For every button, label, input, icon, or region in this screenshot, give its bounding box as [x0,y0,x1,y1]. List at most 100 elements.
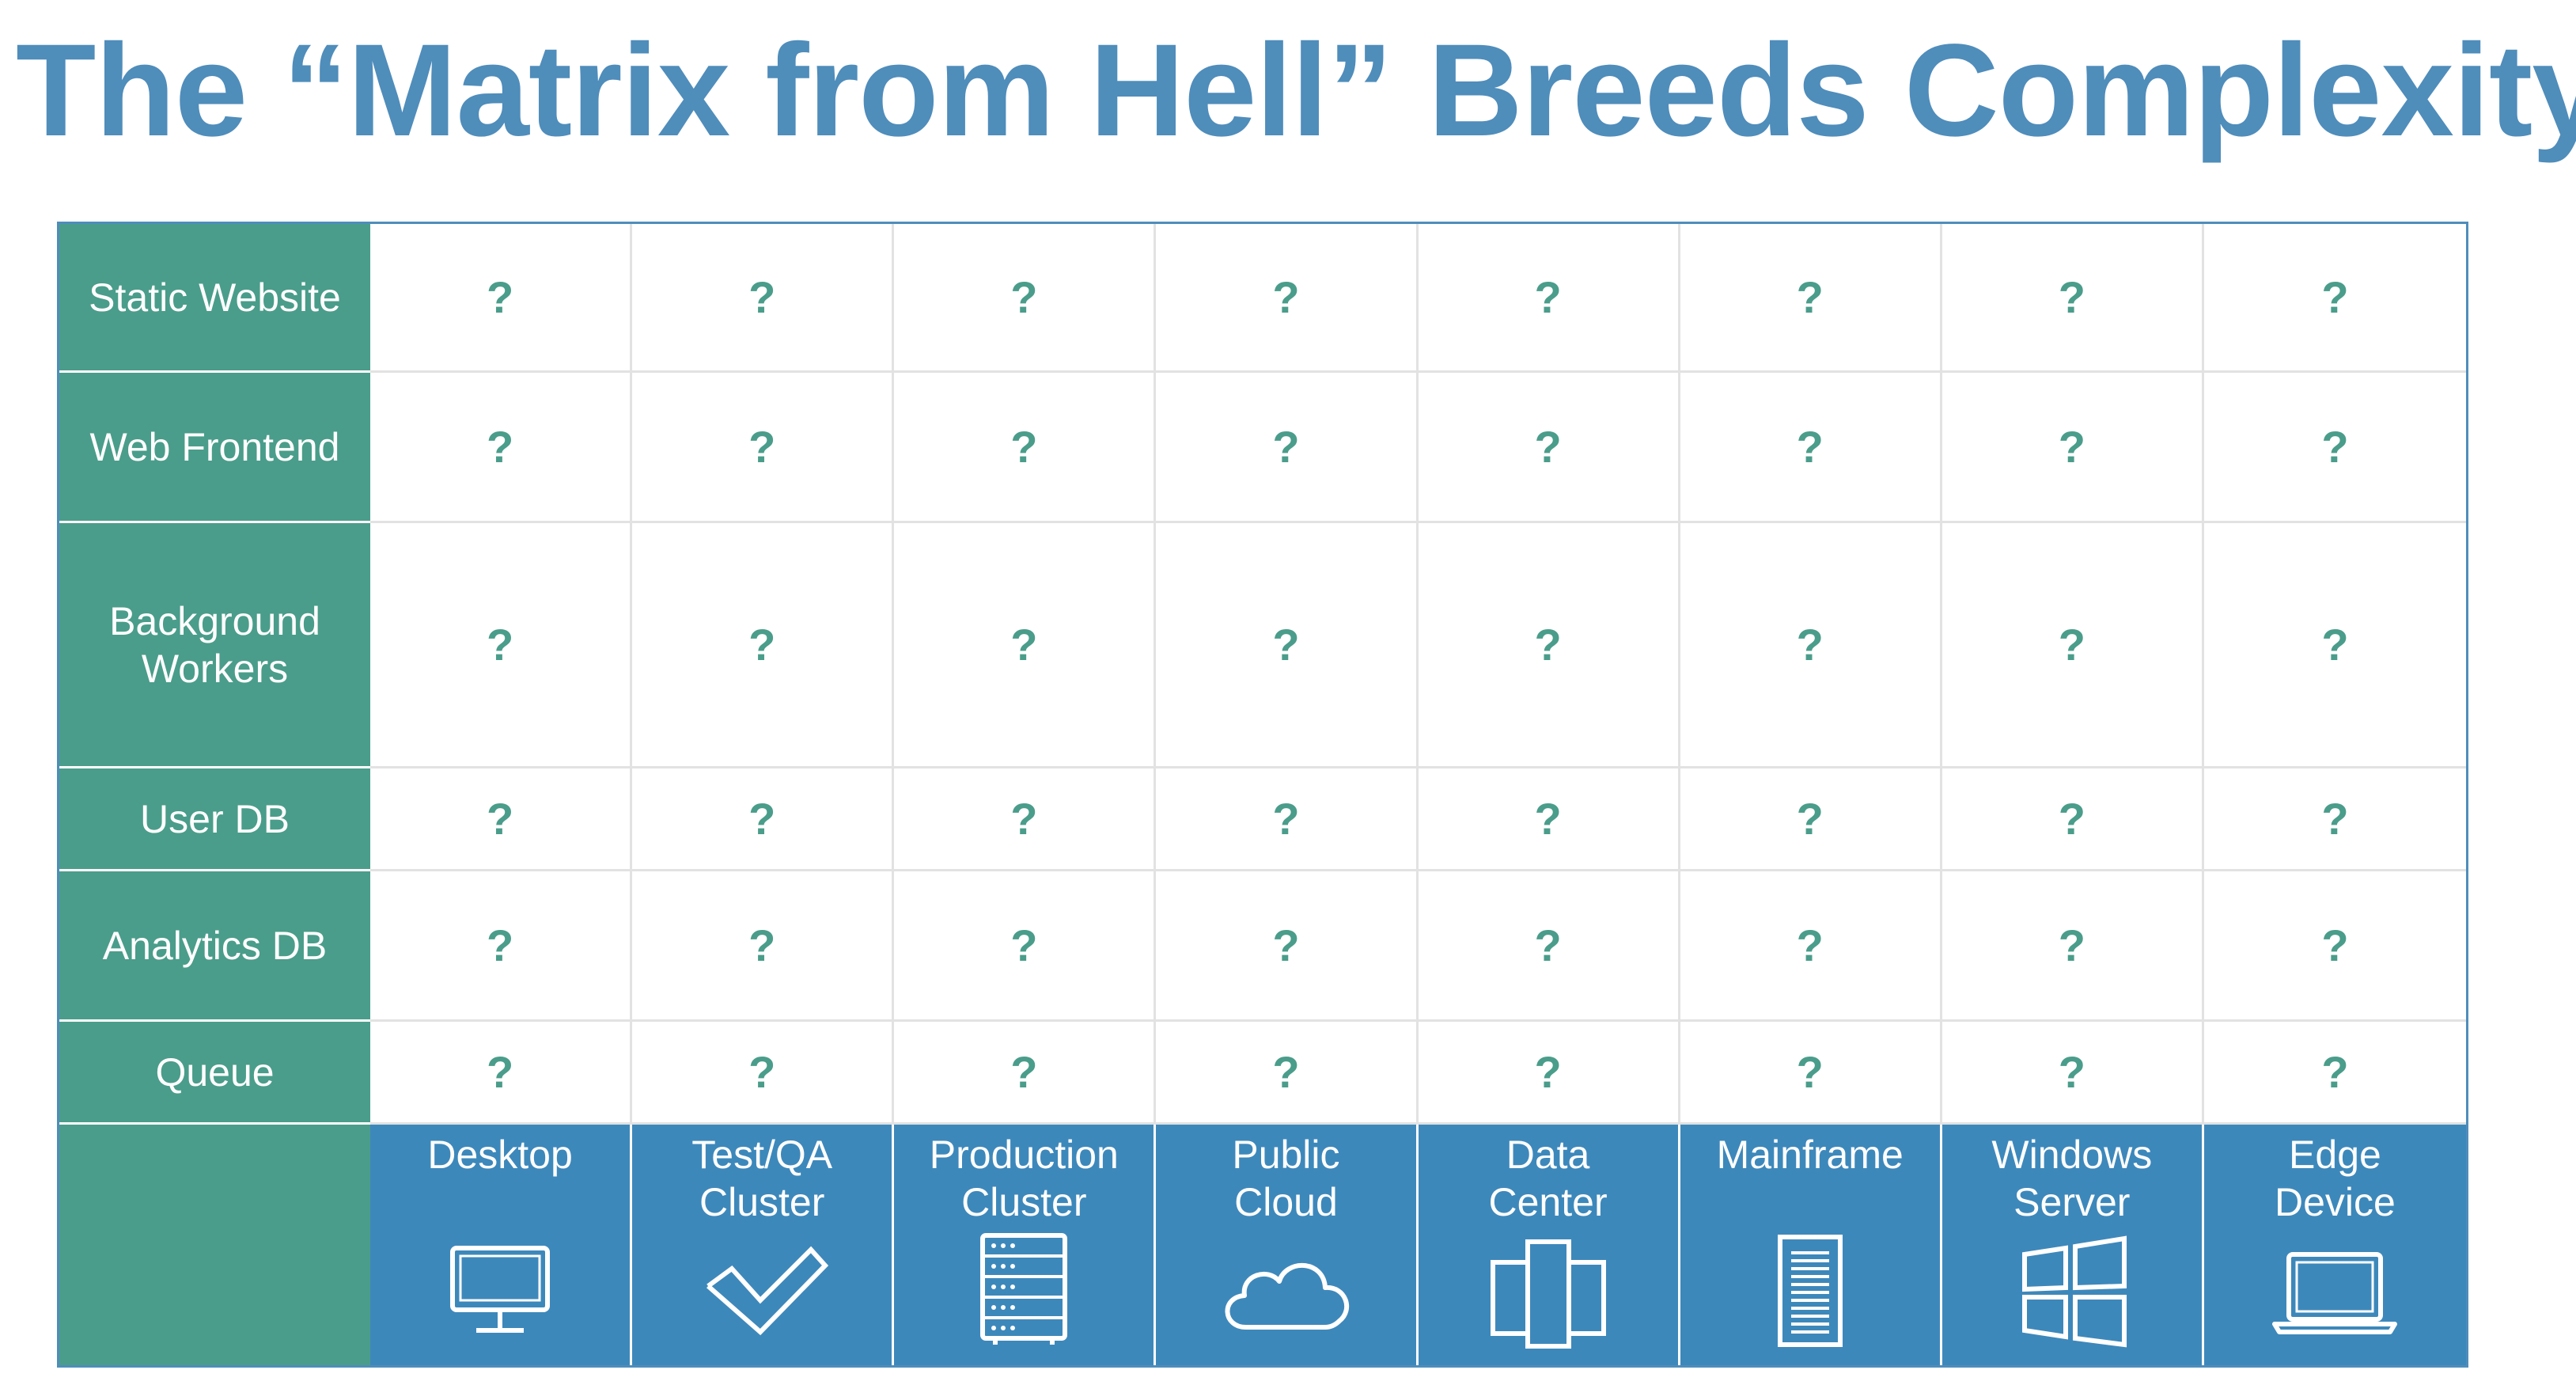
laptop-icon [2256,1231,2414,1349]
question-mark: ? [1534,272,1562,322]
question-mark: ? [748,272,776,322]
matrix-cell: ? [894,373,1157,523]
matrix-cell: ? [894,1022,1157,1125]
matrix-cell: ? [894,768,1157,871]
question-mark: ? [1010,422,1038,472]
corner-cell [59,1125,370,1365]
matrix-cell: ? [1156,373,1419,523]
question-mark: ? [1796,1047,1824,1097]
row-header: Background Workers [59,523,370,768]
matrix-cell: ? [632,224,895,373]
matrix-cell: ? [1418,1022,1680,1125]
matrix-cell: ? [632,373,895,523]
question-mark: ? [486,272,514,322]
environment-header: Windows Server [1941,1125,2204,1365]
environment-label: Data Center [1488,1133,1608,1224]
matrix-cell: ? [1680,523,1942,768]
matrix-cell: ? [370,373,633,523]
matrix-cell: ? [370,768,633,871]
environment-label: Public Cloud [1232,1133,1340,1224]
question-mark: ? [1796,794,1824,844]
question-mark: ? [1796,920,1824,970]
matrix-cell: ? [370,871,633,1022]
matrix-cell: ? [2203,871,2466,1022]
question-mark: ? [486,422,514,472]
question-mark: ? [486,1047,514,1097]
row-header: Web Frontend [59,373,370,523]
matrix-cell: ? [1418,523,1680,768]
environment-header: Test/QA Cluster [632,1125,895,1365]
question-mark: ? [1534,422,1562,472]
question-mark: ? [1010,272,1038,322]
matrix-cell: ? [1941,523,2204,768]
environment-label: Desktop [427,1133,573,1177]
question-mark: ? [1534,620,1562,670]
checkmark-icon [683,1231,841,1349]
data-center-icon [1469,1231,1627,1349]
question-mark: ? [2321,422,2349,472]
environment-header: Edge Device [2203,1125,2466,1365]
question-mark: ? [1010,1047,1038,1097]
matrix-cell: ? [1156,1022,1419,1125]
matrix-cell: ? [894,523,1157,768]
row-header: User DB [59,768,370,871]
question-mark: ? [2321,920,2349,970]
matrix-cell: ? [2203,224,2466,373]
question-mark: ? [748,1047,776,1097]
question-mark: ? [2321,794,2349,844]
environment-label: Mainframe [1716,1133,1904,1177]
question-mark: ? [2058,1047,2085,1097]
question-mark: ? [1272,1047,1300,1097]
matrix-cell: ? [1156,523,1419,768]
environment-header: Data Center [1418,1125,1680,1365]
matrix-cell: ? [2203,768,2466,871]
environment-header: Public Cloud [1156,1125,1419,1365]
question-mark: ? [1272,422,1300,472]
server-rack-icon [945,1231,1103,1349]
matrix-cell: ? [1680,373,1942,523]
question-mark: ? [1534,1047,1562,1097]
question-mark: ? [2321,1047,2349,1097]
question-mark: ? [748,920,776,970]
matrix-cell: ? [1156,871,1419,1022]
question-mark: ? [1010,920,1038,970]
cloud-icon [1207,1231,1365,1349]
environment-header: Production Cluster [894,1125,1157,1365]
question-mark: ? [2321,272,2349,322]
question-mark: ? [1534,794,1562,844]
row-header: Static Website [59,224,370,373]
windows-logo-icon [1993,1231,2151,1349]
question-mark: ? [1796,272,1824,322]
matrix-cell: ? [1418,224,1680,373]
question-mark: ? [1272,920,1300,970]
compatibility-matrix: Static Website???????? Web Frontend??????… [57,222,2468,1368]
row-header: Analytics DB [59,871,370,1022]
desktop-icon [421,1231,579,1349]
question-mark: ? [486,620,514,670]
question-mark: ? [1272,620,1300,670]
matrix-cell: ? [370,523,633,768]
matrix-cell: ? [632,768,895,871]
question-mark: ? [2058,272,2085,322]
matrix-cell: ? [1156,768,1419,871]
matrix-cell: ? [1418,768,1680,871]
matrix-cell: ? [632,1022,895,1125]
question-mark: ? [2058,422,2085,472]
matrix-cell: ? [2203,373,2466,523]
row-header: Queue [59,1022,370,1125]
page-title: The “Matrix from Hell” Breeds Complexity [16,17,2576,164]
matrix-cell: ? [1941,224,2204,373]
environment-header: Desktop [370,1125,633,1365]
environment-label: Test/QA Cluster [691,1133,833,1224]
matrix-cell: ? [894,871,1157,1022]
matrix-cell: ? [632,523,895,768]
environment-header: Mainframe [1680,1125,1942,1365]
question-mark: ? [1796,620,1824,670]
environment-label: Windows Server [1991,1133,2153,1224]
question-mark: ? [748,422,776,472]
question-mark: ? [2321,620,2349,670]
question-mark: ? [2058,620,2085,670]
question-mark: ? [486,920,514,970]
matrix-cell: ? [1680,871,1942,1022]
matrix-cell: ? [2203,523,2466,768]
